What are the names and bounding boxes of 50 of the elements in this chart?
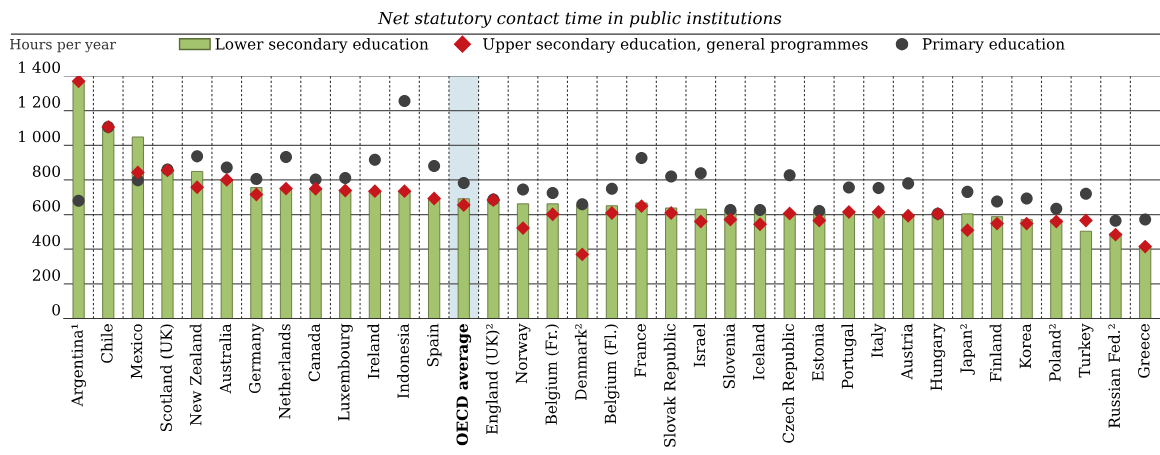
x-tick-label: England (UK)²: [485, 324, 501, 435]
y-tick-label: 1 400: [19, 61, 61, 74]
x-tick-label: Hungary: [930, 323, 946, 391]
x-tick-label: Russian Fed.²: [1108, 324, 1120, 428]
x-tick-label: Portugal: [841, 323, 857, 389]
x-tick-label: Netherlands: [278, 324, 291, 419]
x-tick-label: Greece: [1138, 324, 1150, 378]
x-tick-label: Austria: [901, 323, 913, 380]
y-tick-label: 1 200: [19, 96, 61, 108]
x-tick-label: Turkey: [1078, 323, 1094, 378]
x-tick-label: Denmark²: [574, 324, 587, 400]
x-tick-label: Canada: [308, 323, 321, 382]
legend-label: Primary education: [922, 37, 1065, 53]
x-tick-label: Slovenia: [723, 323, 735, 389]
x-tick-label: Australia: [219, 323, 232, 394]
x-tick-label: OECD average: [456, 324, 472, 446]
y-tick-label: 800: [32, 165, 61, 177]
y-tick-label: 200: [32, 269, 61, 281]
x-tick-label: Japan²: [960, 324, 975, 375]
x-tick-label: Estonia: [812, 323, 824, 381]
x-tick-label: Italy: [871, 323, 887, 358]
y-tick-label: 400: [32, 234, 61, 247]
x-tick-label: Czech Republic: [782, 324, 798, 443]
x-tick-label: Norway: [515, 323, 531, 384]
x-tick-label: Korea: [1019, 323, 1032, 369]
chart-title: Net statutory contact time in public institutions: [377, 11, 782, 28]
x-tick-label: France: [634, 324, 646, 377]
x-tick-label: Mexico: [130, 324, 143, 379]
x-tick-label: Chile: [100, 324, 113, 363]
x-tick-label: Argentina¹: [71, 324, 87, 407]
x-tick-label: Iceland: [752, 323, 765, 380]
y-tick-label: 0: [52, 303, 61, 316]
x-tick-label: Scotland (UK): [160, 324, 175, 432]
x-tick-label: Finland: [989, 323, 1002, 382]
x-tick-label: Belgium (Fr.): [545, 324, 561, 425]
y-tick-label: 600: [32, 200, 61, 212]
x-tick-label: Israel: [693, 323, 706, 367]
x-tick-label: Belgium (Fl.): [604, 324, 620, 424]
x-tick-label: Spain: [427, 323, 442, 367]
x-tick-label: New Zealand: [189, 323, 202, 426]
x-tick-label: Poland²: [1048, 324, 1061, 382]
x-tick-label: Ireland: [367, 323, 380, 379]
x-tick-label: Indonesia: [397, 323, 409, 399]
x-tick-label: Luxembourg: [337, 323, 353, 421]
x-tick-label: Slovak Republic: [663, 324, 679, 447]
legend-label: Upper secondary education, general programmes: [483, 37, 868, 53]
legend-label: Lower secondary education: [215, 37, 429, 53]
x-tick-label: Germany: [249, 323, 264, 394]
y-tick-label: 1 000: [19, 130, 61, 143]
y-axis-title: Hours per year: [10, 39, 117, 53]
